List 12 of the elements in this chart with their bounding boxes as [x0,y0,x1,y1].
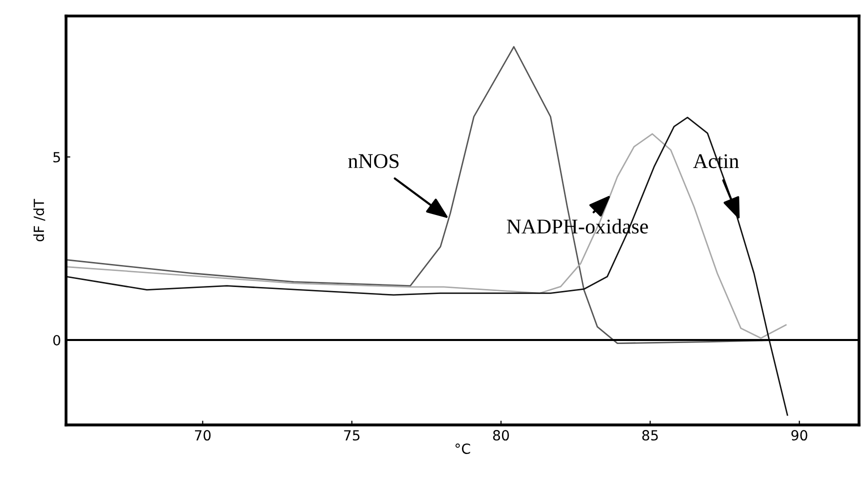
x-tick-label: 90 [791,430,808,441]
x-tick-label: 80 [493,430,509,441]
line-series [66,133,787,339]
line-series [66,116,788,416]
x-tick-label: 75 [344,430,360,441]
x-axis-title: °C [456,443,470,454]
x-tick-label: 70 [194,430,211,441]
y-axis-title: dF /dT [33,198,46,242]
y-tick-label: 5 [53,152,60,162]
y-tick-label: 0 [53,334,60,346]
x-tick-label: 85 [642,430,658,441]
annotation: nNOS [348,154,399,168]
